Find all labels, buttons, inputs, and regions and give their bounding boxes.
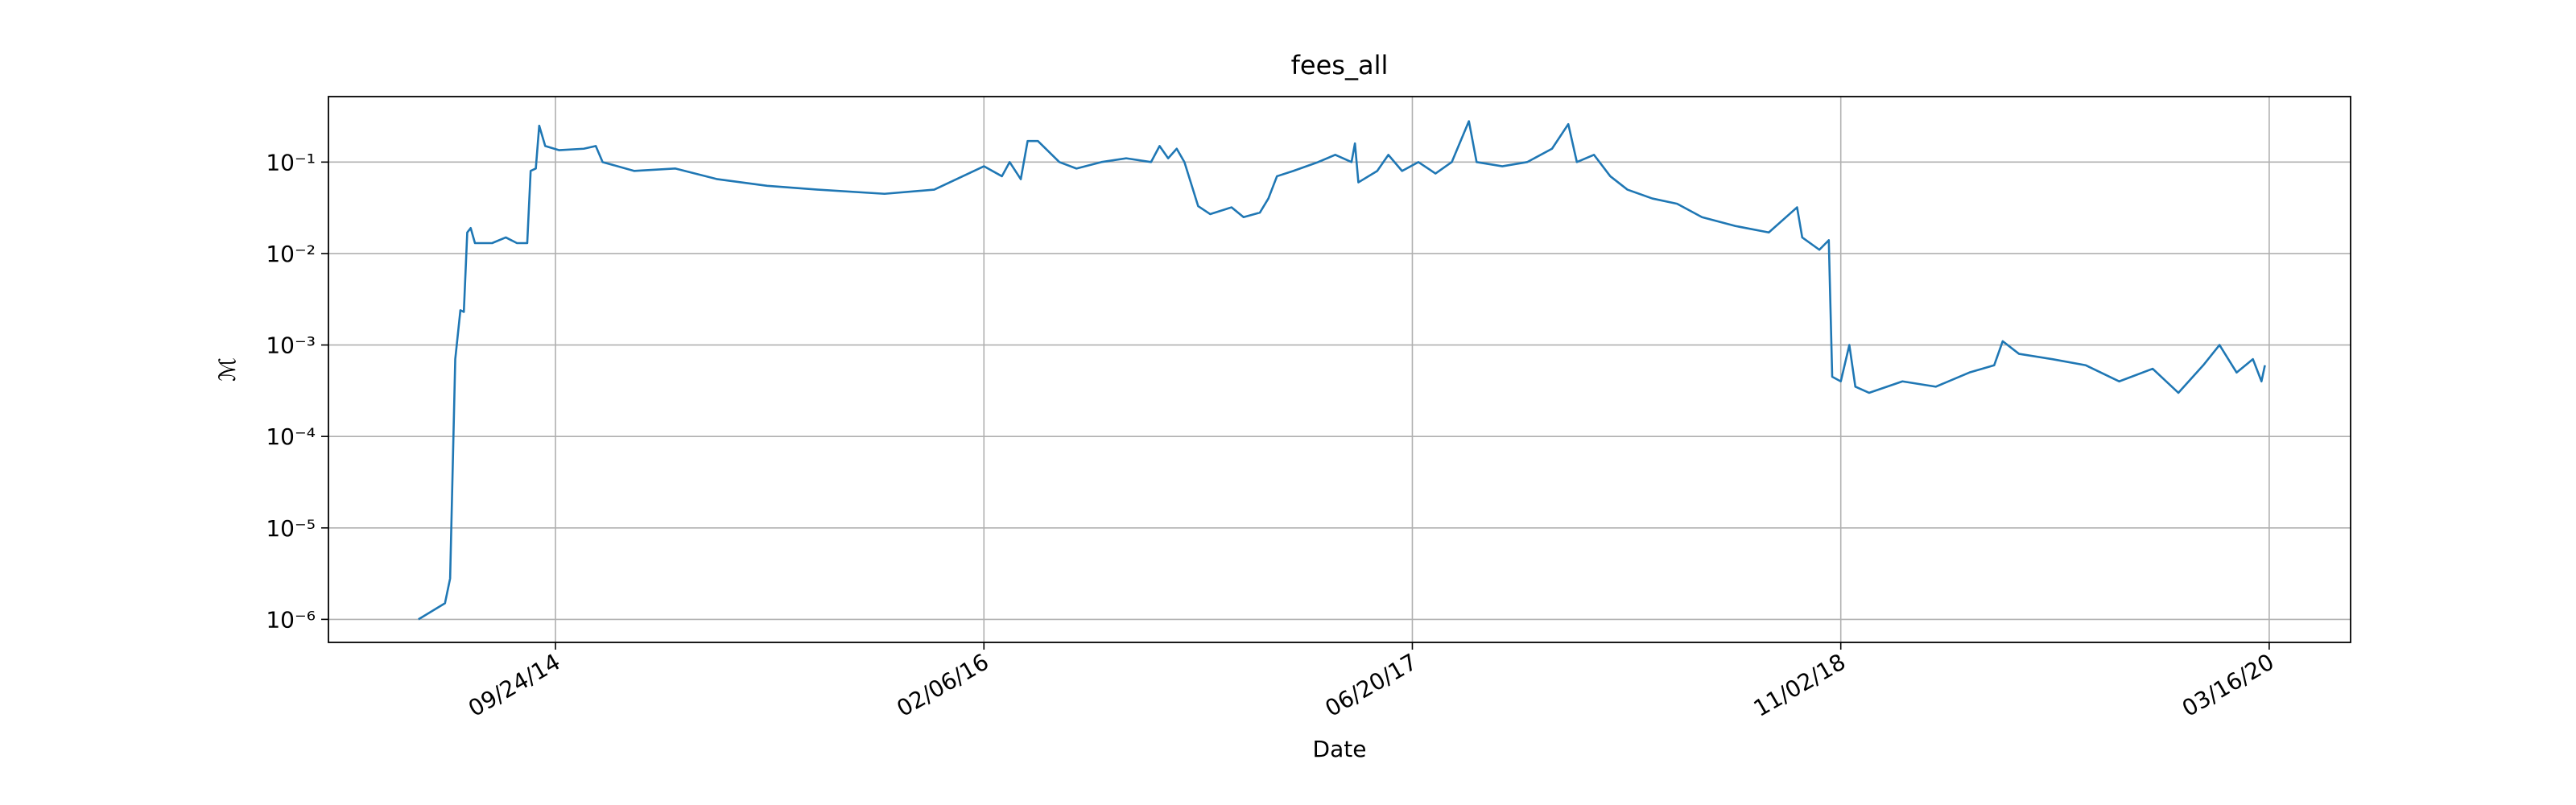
y-tick-label: 10⁻⁴ [266,423,316,450]
y-tick-label: 10⁻³ [266,332,316,359]
y-tick-label: 10⁻² [266,241,316,267]
y-tick-label: 10⁻⁵ [266,515,316,542]
y-tick-label: 10⁻⁶ [266,606,316,633]
y-tick-label: 10⁻¹ [266,149,316,175]
plot-frame [328,96,2351,643]
line [418,120,2266,621]
x-axis-label: Date [1313,736,1367,762]
chart-title: fees_all [1291,50,1389,80]
y-axis-label: ℳ [214,357,241,382]
